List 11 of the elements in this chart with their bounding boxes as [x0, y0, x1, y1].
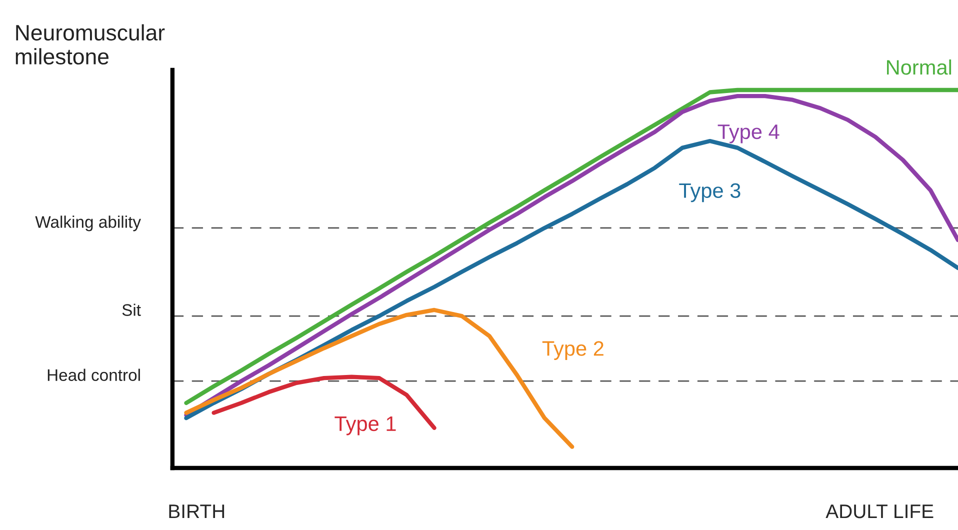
- series-label: Type 4: [718, 124, 780, 144]
- ref-line-label: Sit: [122, 304, 141, 316]
- series-label: Type 2: [542, 341, 604, 360]
- series-label: Type 3: [679, 183, 740, 202]
- series-label: Normal: [887, 59, 952, 75]
- ref-line-label: Walking ability: [35, 216, 141, 232]
- ref-line-label: Head control: [48, 368, 140, 381]
- series-label: Type 1: [334, 416, 396, 436]
- text: BIRTH: [169, 504, 224, 518]
- text: ADULT LIFE: [826, 504, 934, 518]
- y-axis-title: Neuromuscular milestone: [16, 24, 165, 65]
